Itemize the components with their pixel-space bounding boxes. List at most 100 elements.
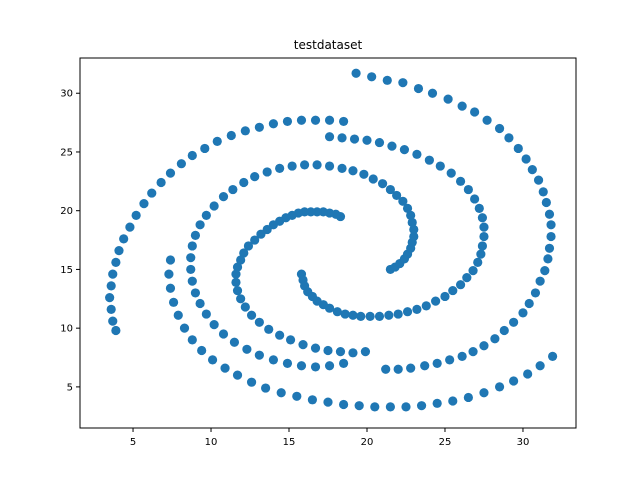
scatter-point — [401, 402, 411, 412]
scatter-point — [246, 310, 257, 320]
scatter-point — [212, 136, 222, 146]
scatter-point — [448, 396, 458, 406]
scatter-point — [197, 345, 207, 356]
scatter-point — [398, 78, 408, 88]
scatter-point — [446, 168, 456, 178]
plot-frame — [79, 57, 577, 429]
scatter-point — [195, 220, 205, 230]
scatter-point — [282, 358, 293, 368]
scatter-point — [348, 310, 358, 320]
scatter-point — [240, 126, 250, 136]
scatter-point — [187, 335, 197, 345]
scatter-point — [156, 177, 166, 188]
scatter-point — [462, 273, 472, 283]
scatter-point — [494, 123, 505, 134]
scatter-point — [416, 401, 427, 411]
scatter-point — [131, 210, 141, 220]
scatter-point — [236, 294, 246, 304]
scatter-point — [393, 309, 403, 319]
y-tick-label: 25 — [60, 147, 73, 158]
scatter-point — [477, 241, 488, 251]
scatter-point — [530, 288, 541, 298]
scatter-point — [448, 285, 458, 296]
scatter-point — [324, 115, 335, 125]
scatter-point — [543, 254, 553, 264]
scatter-point — [335, 347, 346, 357]
scatter-point — [187, 241, 197, 251]
scatter-point — [538, 187, 548, 197]
scatter-point — [229, 337, 240, 347]
scatter-point — [412, 149, 422, 159]
scatter-point — [393, 364, 403, 374]
scatter-point — [412, 304, 422, 314]
scatter-point — [285, 335, 296, 345]
scatter-point — [287, 161, 297, 171]
scatter-point — [524, 298, 534, 309]
scatter-point — [479, 222, 489, 232]
scatter-point — [392, 190, 402, 201]
scatter-point — [431, 296, 441, 306]
scatter-point — [474, 203, 484, 213]
scatter-point — [424, 155, 434, 165]
scatter-point — [406, 210, 416, 220]
x-tick-label: 15 — [283, 437, 296, 448]
scatter-point — [310, 115, 321, 125]
scatter-point — [443, 94, 453, 104]
scatter-point — [243, 241, 254, 251]
scatter-point — [125, 222, 135, 232]
scatter-point — [105, 293, 115, 303]
scatter-point — [236, 255, 246, 265]
scatter-point — [232, 262, 243, 272]
scatter-point — [384, 310, 394, 320]
scatter-point — [262, 167, 272, 177]
scatter-point — [228, 184, 238, 195]
scatter-point — [323, 345, 333, 356]
scatter-point — [187, 276, 197, 286]
scatter-point — [332, 307, 342, 317]
scatter-point — [367, 72, 377, 82]
scatter-point — [254, 350, 264, 360]
scatter-point — [455, 280, 466, 290]
scatter-point — [457, 351, 467, 361]
scatter-point — [310, 362, 321, 372]
scatter-point — [275, 163, 285, 174]
scatter-point — [106, 304, 116, 314]
scatter-point — [262, 224, 272, 235]
scatter-point — [296, 115, 307, 125]
scatter-point — [201, 210, 211, 220]
scatter-point — [339, 358, 349, 368]
scatter-point — [463, 392, 473, 403]
scatter-point — [256, 229, 266, 239]
scatter-point — [186, 264, 196, 275]
scatter-point — [218, 329, 229, 339]
scatter-point — [399, 145, 410, 155]
scatter-point — [200, 143, 210, 154]
scatter-point — [337, 163, 347, 174]
scatter-point — [463, 184, 473, 195]
scatter-point — [312, 160, 322, 170]
scatter-point — [246, 377, 257, 387]
scatter-point — [359, 169, 369, 179]
scatter-point — [360, 347, 371, 357]
scatter-point — [482, 115, 492, 125]
scatter-point — [362, 135, 372, 145]
scatter-point — [535, 361, 545, 371]
scatter-point — [108, 269, 118, 279]
scatter-point — [445, 355, 455, 365]
scatter-point — [348, 348, 358, 358]
scatter-point — [348, 166, 358, 176]
scatter-point — [207, 355, 218, 365]
scatter-point — [421, 301, 431, 311]
y-tick-label: 5 — [67, 382, 73, 393]
x-tick-label: 30 — [517, 437, 530, 448]
scatter-point — [231, 269, 241, 279]
scatter-point — [250, 172, 260, 182]
scatter-point — [477, 213, 488, 223]
scatter-point — [382, 75, 392, 85]
scatter-point — [292, 391, 302, 401]
scatter-point — [324, 132, 335, 142]
scatter-point — [239, 177, 249, 188]
scatter-point — [381, 364, 391, 374]
scatter-point — [231, 277, 241, 287]
